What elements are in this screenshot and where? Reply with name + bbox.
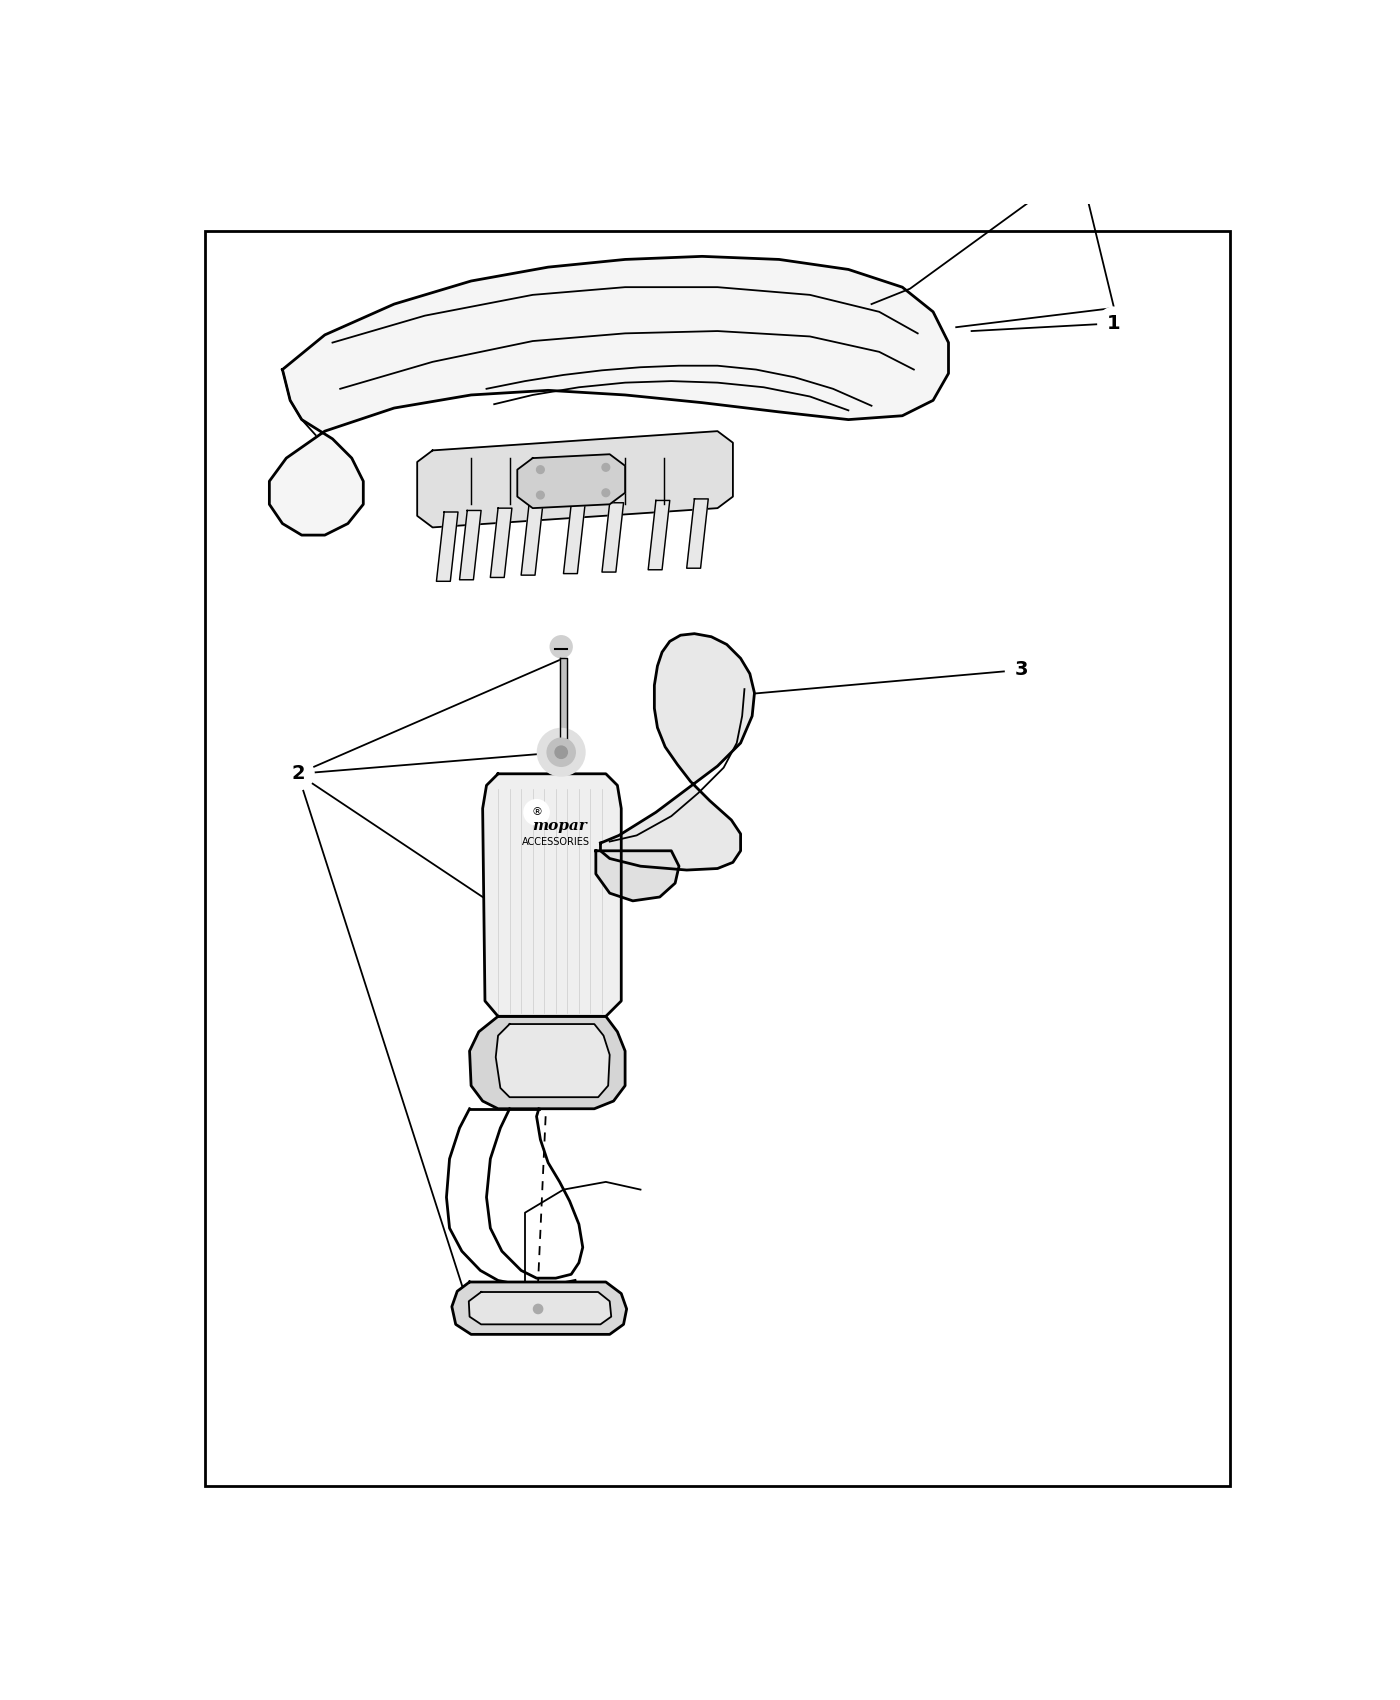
Circle shape	[538, 729, 584, 775]
Circle shape	[547, 738, 575, 767]
Polygon shape	[459, 510, 482, 580]
Polygon shape	[269, 257, 949, 536]
Text: ACCESSORIES: ACCESSORIES	[522, 836, 589, 847]
Circle shape	[1007, 654, 1037, 685]
Polygon shape	[596, 850, 679, 901]
Text: mopar: mopar	[532, 819, 587, 833]
Polygon shape	[601, 634, 755, 870]
Polygon shape	[417, 432, 734, 527]
Text: 1: 1	[1107, 314, 1121, 333]
Circle shape	[533, 1304, 543, 1314]
Polygon shape	[521, 507, 543, 575]
Circle shape	[536, 491, 545, 498]
Polygon shape	[563, 505, 585, 573]
Polygon shape	[602, 503, 623, 573]
Polygon shape	[687, 498, 708, 568]
Circle shape	[554, 746, 567, 758]
Polygon shape	[469, 1017, 624, 1108]
Polygon shape	[517, 454, 624, 508]
Polygon shape	[483, 774, 622, 1017]
Circle shape	[602, 490, 610, 496]
Polygon shape	[496, 1023, 610, 1096]
Circle shape	[524, 801, 549, 824]
Text: 3: 3	[1015, 660, 1029, 680]
Circle shape	[602, 464, 610, 471]
Polygon shape	[469, 1292, 612, 1324]
Polygon shape	[560, 658, 567, 740]
Circle shape	[283, 758, 314, 789]
Polygon shape	[648, 500, 669, 570]
Text: ®: ®	[531, 808, 542, 818]
Polygon shape	[452, 1282, 627, 1334]
Polygon shape	[490, 508, 512, 578]
Circle shape	[1099, 308, 1130, 338]
Polygon shape	[437, 512, 458, 581]
Circle shape	[536, 466, 545, 474]
Text: 2: 2	[291, 765, 305, 784]
Circle shape	[550, 636, 573, 658]
